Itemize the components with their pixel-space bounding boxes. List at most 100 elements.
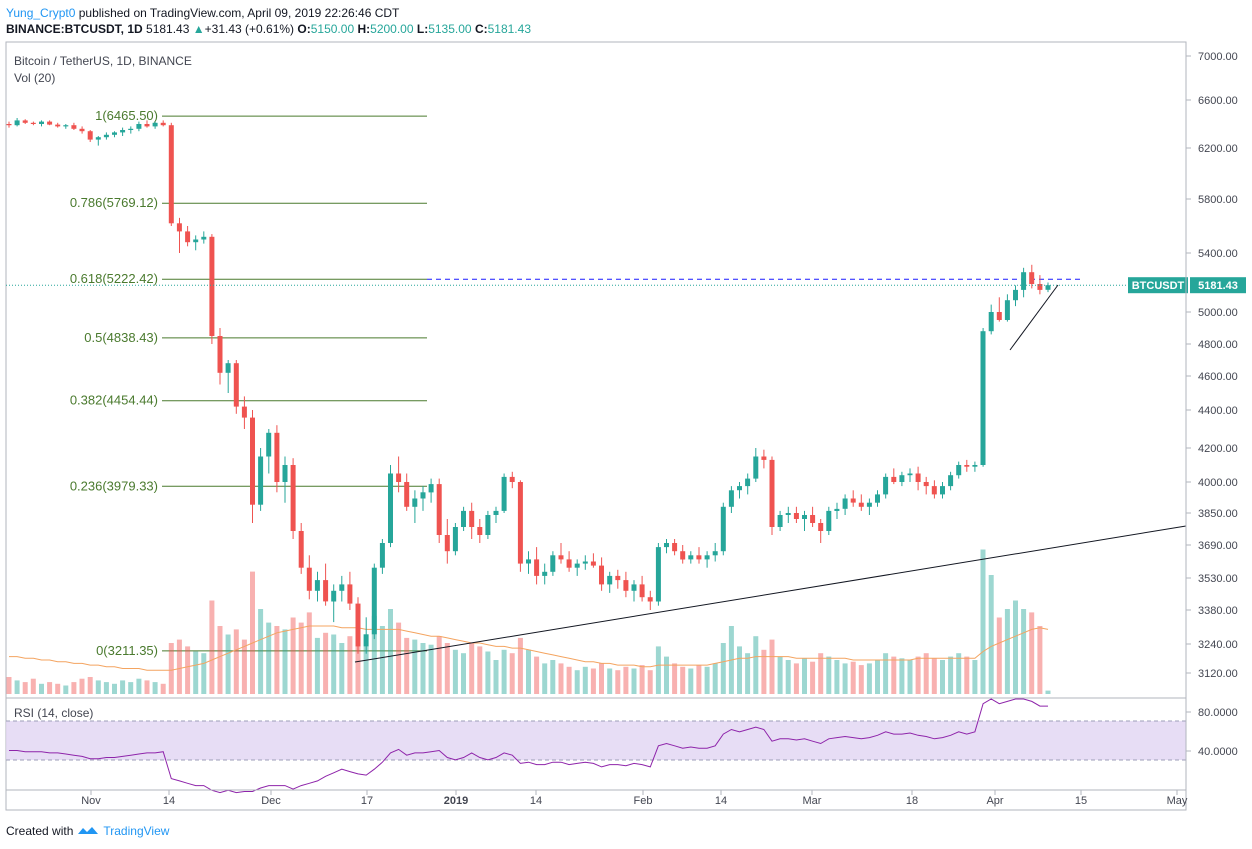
time-tick-label: 2019 bbox=[444, 795, 468, 807]
candle-body bbox=[339, 584, 345, 591]
volume-bar bbox=[639, 665, 645, 694]
volume-bar bbox=[964, 656, 970, 694]
candle-body bbox=[948, 475, 954, 487]
candle-body bbox=[436, 484, 442, 535]
rsi-band bbox=[6, 721, 1186, 760]
candle-body bbox=[883, 476, 889, 495]
volume-bar bbox=[566, 666, 572, 694]
volume-bar bbox=[14, 680, 20, 694]
volume-bar bbox=[461, 653, 466, 694]
candle-body bbox=[875, 494, 880, 503]
price-tick-label: 5800.00 bbox=[1198, 194, 1238, 206]
candle-body bbox=[712, 551, 718, 556]
candle-body bbox=[631, 584, 637, 591]
candle-body bbox=[501, 476, 507, 511]
high-value: 5200.00 bbox=[370, 22, 414, 36]
volume-bar bbox=[266, 622, 272, 694]
candle-body bbox=[802, 515, 807, 519]
volume-bar bbox=[30, 678, 36, 694]
volume-bar bbox=[866, 663, 872, 694]
candle-body bbox=[428, 484, 434, 493]
candle-body bbox=[39, 121, 44, 124]
candle-body bbox=[639, 584, 645, 598]
volume-bar bbox=[891, 656, 897, 694]
volume-legend: Vol (20) bbox=[14, 71, 56, 85]
volume-bar bbox=[282, 629, 288, 694]
time-tick-label: 18 bbox=[906, 795, 918, 807]
author-link[interactable]: Yung_Crypt0 bbox=[6, 6, 76, 20]
candle-body bbox=[956, 465, 962, 476]
volume-bar bbox=[79, 678, 85, 694]
volume-bar bbox=[923, 653, 929, 694]
candle-body bbox=[940, 486, 945, 495]
volume-bar bbox=[915, 656, 921, 694]
volume-bar bbox=[672, 663, 678, 694]
candle-body bbox=[331, 590, 337, 602]
volume-bar bbox=[323, 632, 329, 694]
candle-body bbox=[858, 502, 864, 507]
candle-body bbox=[1045, 285, 1051, 290]
candle-body bbox=[112, 132, 117, 135]
volume-bar bbox=[39, 683, 44, 694]
candle-body bbox=[217, 336, 223, 373]
time-tick-label: Dec bbox=[261, 795, 281, 807]
time-tick-label: 14 bbox=[715, 795, 727, 807]
rsi-tick-label: 80.0000 bbox=[1198, 707, 1238, 719]
volume-bar bbox=[1013, 600, 1018, 694]
symbol-label: BINANCE:BTCUSDT, 1D bbox=[6, 22, 143, 36]
candle-body bbox=[258, 456, 264, 505]
candle-body bbox=[558, 555, 564, 560]
candle-body bbox=[233, 363, 239, 407]
symbol-tag bbox=[1128, 277, 1188, 294]
candle-body bbox=[899, 475, 905, 482]
candle-body bbox=[517, 482, 523, 564]
candle-body bbox=[396, 473, 402, 482]
candle-body bbox=[615, 575, 621, 581]
candle-body bbox=[444, 535, 450, 552]
candle-body bbox=[607, 575, 613, 585]
time-tick-label: 14 bbox=[163, 795, 175, 807]
price-tick-label: 6600.00 bbox=[1198, 95, 1238, 107]
volume-bar bbox=[907, 660, 913, 694]
time-tick-label: May bbox=[1167, 795, 1188, 807]
volume-bar bbox=[331, 634, 337, 694]
volume-bar bbox=[753, 636, 759, 694]
volume-bar bbox=[233, 629, 239, 694]
volume-bar bbox=[704, 666, 710, 694]
volume-bar bbox=[956, 653, 962, 694]
fib-label: 0.382(4454.44) bbox=[70, 393, 158, 408]
candle-body bbox=[1004, 300, 1010, 320]
candle-body bbox=[95, 137, 101, 140]
volume-bar bbox=[542, 663, 548, 694]
close-value: 5181.43 bbox=[487, 22, 531, 36]
volume-bar bbox=[607, 668, 613, 694]
candle-body bbox=[574, 563, 580, 568]
volume-bar bbox=[379, 626, 385, 694]
candle-body bbox=[542, 571, 548, 576]
volume-bar bbox=[793, 663, 799, 694]
candle-body bbox=[1013, 289, 1018, 301]
ascending-support-trendline bbox=[354, 525, 1187, 663]
candle-body bbox=[688, 555, 694, 560]
wedge-trendline bbox=[1009, 284, 1059, 351]
price-tick-label: 3850.00 bbox=[1198, 508, 1238, 520]
candle-body bbox=[988, 312, 994, 332]
volume-bar bbox=[388, 609, 393, 694]
candle-body bbox=[793, 513, 799, 519]
candle-body bbox=[152, 122, 158, 127]
candle-body bbox=[696, 555, 702, 560]
volume-bar bbox=[452, 649, 458, 694]
tradingview-brand[interactable]: TradingView bbox=[103, 824, 170, 838]
fib-label: 0(3211.35) bbox=[96, 643, 158, 658]
volume-bar bbox=[363, 646, 369, 694]
ohlc-header: BINANCE:BTCUSDT, 1D 5181.43 ▲+31.43 (+0.… bbox=[6, 22, 531, 36]
volume-bar bbox=[95, 680, 101, 694]
fib-label: 0.5(4838.43) bbox=[84, 330, 158, 345]
candle-body bbox=[388, 473, 393, 543]
volume-bar bbox=[241, 639, 247, 694]
candle-body bbox=[526, 559, 531, 564]
volume-bar bbox=[298, 622, 304, 694]
volume-bar bbox=[136, 678, 142, 694]
fib-label: 1(6465.50) bbox=[95, 108, 158, 123]
